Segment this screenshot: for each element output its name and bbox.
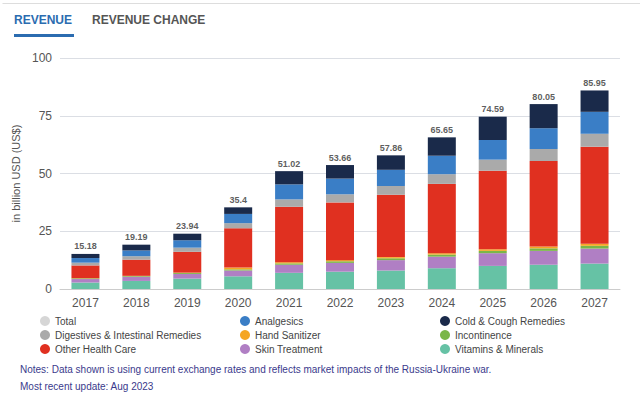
svg-text:Incontinence: Incontinence: [455, 330, 512, 341]
svg-text:2020: 2020: [225, 296, 252, 310]
svg-text:Vitamins & Minerals: Vitamins & Minerals: [455, 344, 543, 355]
svg-text:2021: 2021: [276, 296, 303, 310]
svg-text:100: 100: [32, 51, 52, 65]
svg-text:2023: 2023: [378, 296, 405, 310]
svg-text:80.05: 80.05: [532, 92, 555, 102]
svg-text:Hand Sanitizer: Hand Sanitizer: [255, 330, 321, 341]
svg-text:in billion USD (US$): in billion USD (US$): [10, 125, 22, 223]
svg-text:65.65: 65.65: [431, 125, 454, 135]
svg-text:85.95: 85.95: [583, 78, 606, 88]
svg-text:Cold & Cough Remedies: Cold & Cough Remedies: [455, 316, 565, 327]
svg-text:25: 25: [39, 224, 53, 238]
svg-text:Digestives & Intestinal Remedi: Digestives & Intestinal Remedies: [55, 330, 201, 341]
svg-text:Analgesics: Analgesics: [255, 316, 303, 327]
svg-text:Skin Treatment: Skin Treatment: [255, 344, 322, 355]
svg-text:0: 0: [45, 282, 52, 296]
svg-text:Other Health Care: Other Health Care: [55, 344, 137, 355]
svg-text:2018: 2018: [123, 296, 150, 310]
svg-text:2026: 2026: [530, 296, 557, 310]
svg-text:REVENUE CHANGE: REVENUE CHANGE: [92, 13, 205, 27]
svg-text:53.66: 53.66: [329, 153, 352, 163]
svg-text:19.19: 19.19: [125, 232, 148, 242]
svg-text:51.02: 51.02: [278, 159, 301, 169]
svg-text:2019: 2019: [174, 296, 201, 310]
svg-text:15.18: 15.18: [74, 241, 97, 251]
svg-text:2024: 2024: [428, 296, 455, 310]
svg-text:Total: Total: [55, 316, 76, 327]
svg-text:35.4: 35.4: [229, 195, 247, 205]
svg-text:75: 75: [39, 109, 53, 123]
svg-text:2022: 2022: [327, 296, 354, 310]
svg-text:23.94: 23.94: [176, 221, 199, 231]
svg-text:50: 50: [39, 167, 53, 181]
svg-text:2027: 2027: [581, 296, 608, 310]
svg-text:2017: 2017: [72, 296, 99, 310]
svg-text:Most recent update: Aug 2023: Most recent update: Aug 2023: [20, 381, 154, 392]
svg-text:74.59: 74.59: [481, 104, 504, 114]
svg-text:57.86: 57.86: [380, 143, 403, 153]
svg-text:REVENUE: REVENUE: [14, 13, 72, 27]
svg-text:2025: 2025: [479, 296, 506, 310]
svg-text:Notes: Data shown is using cur: Notes: Data shown is using current excha…: [20, 364, 491, 375]
